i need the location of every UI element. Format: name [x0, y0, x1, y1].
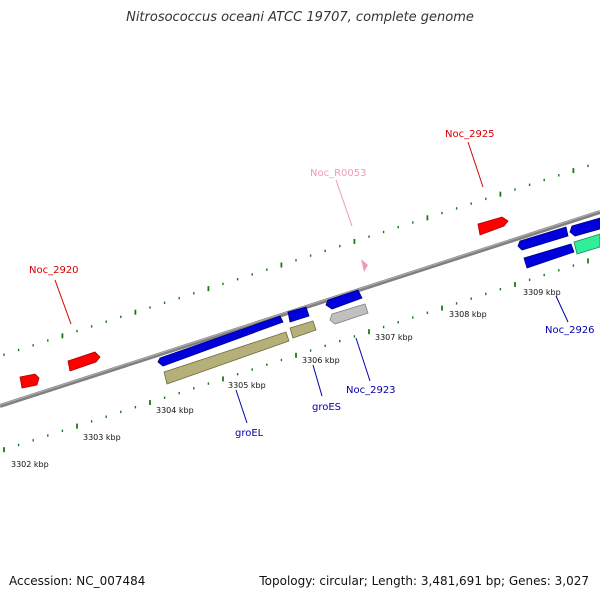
label-noc-2920: Noc_2920	[29, 265, 79, 276]
kbp-label-3309: 3309 kbp	[523, 288, 561, 297]
gene-blue-far-c[interactable]	[523, 243, 575, 269]
label-noc-2923: Noc_2923	[346, 385, 396, 396]
label-noc-2926: Noc_2926	[545, 325, 595, 336]
figure-title: Nitrosococcus oceani ATCC 19707, complet…	[126, 10, 474, 25]
leader-noc-r0053	[335, 179, 353, 227]
gene-groel[interactable]	[157, 315, 284, 367]
gene-groes[interactable]	[287, 306, 310, 323]
label-noc-r0053: Noc_R0053	[310, 168, 367, 179]
kbp-label-3305: 3305 kbp	[228, 381, 266, 390]
leader-groel	[235, 389, 248, 424]
gene-olive-b[interactable]	[289, 320, 317, 339]
kbp-label-3303: 3303 kbp	[83, 433, 121, 442]
gene-noc-2920[interactable]	[67, 351, 101, 372]
kbp-label-3302: 3302 kbp	[11, 460, 49, 469]
leader-noc-2925	[467, 141, 484, 188]
gene-gray[interactable]	[329, 303, 369, 325]
leader-lines	[54, 141, 569, 424]
genes-layer	[19, 216, 600, 389]
kbp-label-3307: 3307 kbp	[375, 333, 413, 342]
label-groel: groEL	[235, 428, 264, 439]
gene-green[interactable]	[573, 233, 600, 255]
label-noc-2925: Noc_2925	[445, 129, 495, 140]
accession-text: Accession: NC_007484	[9, 574, 146, 588]
gene-noc-r0053-marker[interactable]	[361, 259, 368, 272]
kbp-label-3304: 3304 kbp	[156, 406, 194, 415]
kbp-label-3308: 3308 kbp	[449, 310, 487, 319]
kbp-label-3306: 3306 kbp	[302, 356, 340, 365]
genome-summary-text: Topology: circular; Length: 3,481,691 bp…	[259, 574, 589, 588]
leader-noc-2923	[355, 337, 371, 382]
gene-noc-2925[interactable]	[477, 216, 509, 236]
lower-tick-row	[3, 258, 589, 453]
leader-groes	[312, 364, 323, 397]
gene-blue-far-b[interactable]	[569, 217, 600, 237]
label-groes: groES	[312, 402, 341, 413]
gene-blue-far-a[interactable]	[517, 226, 569, 251]
gene-noc-2920-small[interactable]	[19, 373, 40, 389]
leader-noc-2926	[555, 295, 569, 323]
gene-olive-a[interactable]	[163, 331, 290, 385]
upper-tick-row	[3, 164, 589, 356]
genome-axis-highlight	[0, 210, 600, 406]
leader-noc-2920	[54, 279, 72, 325]
gene-blue-right-a[interactable]	[325, 289, 363, 310]
